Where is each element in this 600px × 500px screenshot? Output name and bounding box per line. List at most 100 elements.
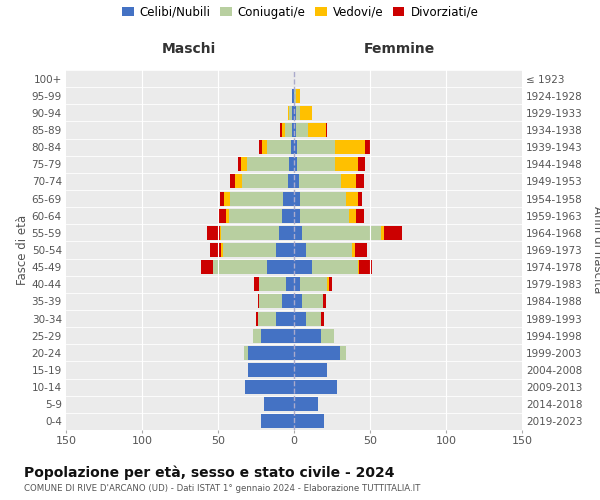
Bar <box>254 278 259 291</box>
Bar <box>245 380 294 394</box>
Bar <box>335 158 358 172</box>
Bar <box>224 192 230 205</box>
Bar <box>230 192 283 205</box>
Bar <box>211 243 221 257</box>
Bar <box>282 208 294 222</box>
Bar <box>292 106 294 120</box>
Bar <box>294 192 300 205</box>
Bar <box>294 380 337 394</box>
Bar <box>294 243 306 257</box>
Bar <box>257 294 259 308</box>
Bar <box>201 260 214 274</box>
Bar <box>218 208 226 222</box>
Bar <box>260 328 294 342</box>
Bar <box>308 123 326 137</box>
Text: COMUNE DI RIVE D'ARCANO (UD) - Dati ISTAT 1° gennaio 2024 - Elaborazione TUTTITA: COMUNE DI RIVE D'ARCANO (UD) - Dati ISTA… <box>24 484 421 493</box>
Bar <box>280 123 282 137</box>
Bar <box>288 174 294 188</box>
Bar <box>302 226 380 240</box>
Bar <box>335 140 365 154</box>
Text: Femmine: Femmine <box>363 42 434 56</box>
Bar <box>294 414 325 428</box>
Bar <box>296 123 308 137</box>
Text: Maschi: Maschi <box>162 42 216 56</box>
Bar <box>242 174 288 188</box>
Bar <box>300 192 346 205</box>
Text: Popolazione per età, sesso e stato civile - 2024: Popolazione per età, sesso e stato civil… <box>24 466 395 480</box>
Bar <box>256 312 257 326</box>
Bar <box>288 106 289 120</box>
Bar <box>282 123 285 137</box>
Bar <box>356 208 364 222</box>
Bar <box>260 414 294 428</box>
Bar <box>248 346 294 360</box>
Bar <box>241 158 247 172</box>
Bar <box>299 174 341 188</box>
Bar <box>294 208 300 222</box>
Bar <box>238 158 241 172</box>
Bar <box>328 278 329 291</box>
Bar <box>229 208 282 222</box>
Bar <box>358 260 359 274</box>
Bar <box>221 226 279 240</box>
Bar <box>297 140 335 154</box>
Bar <box>292 88 294 102</box>
Bar <box>263 398 294 411</box>
Bar <box>283 192 294 205</box>
Bar <box>223 243 276 257</box>
Bar <box>300 208 349 222</box>
Bar <box>220 192 224 205</box>
Bar <box>296 106 300 120</box>
Bar <box>247 158 289 172</box>
Bar <box>266 140 291 154</box>
Bar <box>358 192 362 205</box>
Bar <box>352 243 355 257</box>
Bar <box>221 243 223 257</box>
Bar <box>323 294 326 308</box>
Bar <box>244 346 248 360</box>
Bar <box>292 123 294 137</box>
Bar <box>294 363 328 377</box>
Legend: Celibi/Nubili, Coniugati/e, Vedovi/e, Divorziati/e: Celibi/Nubili, Coniugati/e, Vedovi/e, Di… <box>117 1 483 24</box>
Bar <box>294 312 306 326</box>
Bar <box>294 346 340 360</box>
Bar <box>289 158 294 172</box>
Bar <box>276 312 294 326</box>
Bar <box>294 123 296 137</box>
Bar <box>259 294 282 308</box>
Bar <box>294 294 302 308</box>
Bar <box>259 278 286 291</box>
Bar <box>285 123 292 137</box>
Bar <box>322 312 325 326</box>
Bar <box>341 174 356 188</box>
Y-axis label: Fasce di età: Fasce di età <box>16 215 29 285</box>
Bar <box>289 106 292 120</box>
Bar <box>279 226 294 240</box>
Bar <box>294 88 296 102</box>
Bar <box>294 174 299 188</box>
Bar <box>296 88 300 102</box>
Bar <box>329 278 332 291</box>
Bar <box>220 226 221 240</box>
Bar <box>365 140 370 154</box>
Bar <box>322 328 334 342</box>
Bar <box>259 140 262 154</box>
Bar <box>226 208 229 222</box>
Bar <box>291 140 294 154</box>
Bar <box>294 140 297 154</box>
Bar <box>300 106 312 120</box>
Bar <box>294 158 297 172</box>
Bar <box>358 158 365 172</box>
Bar <box>253 328 260 342</box>
Bar <box>257 312 276 326</box>
Bar <box>300 278 328 291</box>
Bar <box>294 106 296 120</box>
Bar <box>302 294 323 308</box>
Bar <box>346 192 358 205</box>
Bar <box>248 363 294 377</box>
Bar <box>214 260 266 274</box>
Bar <box>380 226 383 240</box>
Bar <box>355 243 367 257</box>
Bar <box>294 260 312 274</box>
Bar <box>294 328 322 342</box>
